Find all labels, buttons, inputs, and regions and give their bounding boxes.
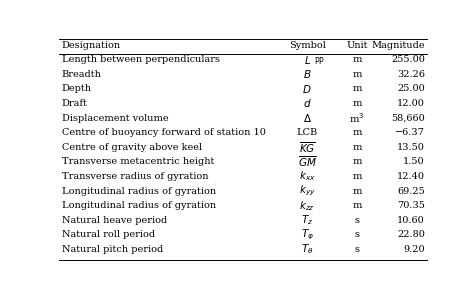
Text: s: s <box>354 245 359 254</box>
Text: 13.50: 13.50 <box>397 143 425 152</box>
Text: Unit: Unit <box>346 41 367 50</box>
Text: Depth: Depth <box>62 84 92 94</box>
Text: 12.40: 12.40 <box>397 172 425 181</box>
Text: $k_{zz}$: $k_{zz}$ <box>300 199 315 213</box>
Text: LCB: LCB <box>297 128 318 137</box>
Text: m: m <box>352 157 362 166</box>
Text: $T_z$: $T_z$ <box>301 213 313 227</box>
Text: Natural pitch period: Natural pitch period <box>62 245 163 254</box>
Text: m: m <box>352 99 362 108</box>
Text: Displacement volume: Displacement volume <box>62 114 168 123</box>
Text: m: m <box>352 201 362 210</box>
Text: 22.80: 22.80 <box>397 230 425 239</box>
Text: 32.26: 32.26 <box>397 70 425 79</box>
Text: Centre of buoyancy forward of station 10: Centre of buoyancy forward of station 10 <box>62 128 266 137</box>
Text: Longitudinal radius of gyration: Longitudinal radius of gyration <box>62 186 216 196</box>
Text: Longitudinal radius of gyration: Longitudinal radius of gyration <box>62 201 216 210</box>
Text: 58,660: 58,660 <box>391 114 425 123</box>
Text: 255.00: 255.00 <box>391 55 425 64</box>
Text: 69.25: 69.25 <box>397 186 425 196</box>
Text: m: m <box>352 128 362 137</box>
Text: m: m <box>352 186 362 196</box>
Text: Symbol: Symbol <box>289 41 326 50</box>
Text: Natural roll period: Natural roll period <box>62 230 155 239</box>
Text: $\mathrm{PP}$: $\mathrm{PP}$ <box>314 55 325 66</box>
Text: Designation: Designation <box>62 41 121 50</box>
Text: Natural heave period: Natural heave period <box>62 216 167 225</box>
Text: 12.00: 12.00 <box>397 99 425 108</box>
Text: $D$: $D$ <box>302 83 312 95</box>
Text: $\overline{KG}$: $\overline{KG}$ <box>299 140 316 155</box>
Text: 10.60: 10.60 <box>397 216 425 225</box>
Text: $T_\theta$: $T_\theta$ <box>301 243 313 256</box>
Text: m: m <box>352 84 362 94</box>
Text: m: m <box>352 143 362 152</box>
Text: s: s <box>354 230 359 239</box>
Text: Draft: Draft <box>62 99 88 108</box>
Text: $B$: $B$ <box>303 68 311 80</box>
Text: $d$: $d$ <box>303 97 311 110</box>
Text: m$^3$: m$^3$ <box>349 111 365 125</box>
Text: $k_{xx}$: $k_{xx}$ <box>299 170 316 184</box>
Text: Transverse radius of gyration: Transverse radius of gyration <box>62 172 208 181</box>
Text: Length between perpendiculars: Length between perpendiculars <box>62 55 220 64</box>
Text: Transverse metacentric height: Transverse metacentric height <box>62 157 214 166</box>
Text: m: m <box>352 172 362 181</box>
Text: 25.00: 25.00 <box>397 84 425 94</box>
Text: m: m <box>352 70 362 79</box>
Text: 9.20: 9.20 <box>403 245 425 254</box>
Text: Magnitude: Magnitude <box>371 41 425 50</box>
Text: s: s <box>354 216 359 225</box>
Text: Breadth: Breadth <box>62 70 102 79</box>
Text: $\overline{GM}$: $\overline{GM}$ <box>298 155 317 169</box>
Text: $T_\varphi$: $T_\varphi$ <box>301 228 314 242</box>
Text: m: m <box>352 55 362 64</box>
Text: $\Delta$: $\Delta$ <box>303 112 312 124</box>
Text: 70.35: 70.35 <box>397 201 425 210</box>
Text: $L$: $L$ <box>303 54 310 66</box>
Text: $k_{yy}$: $k_{yy}$ <box>299 184 316 198</box>
Text: −6.37: −6.37 <box>395 128 425 137</box>
Text: Centre of gravity above keel: Centre of gravity above keel <box>62 143 202 152</box>
Text: 1.50: 1.50 <box>403 157 425 166</box>
